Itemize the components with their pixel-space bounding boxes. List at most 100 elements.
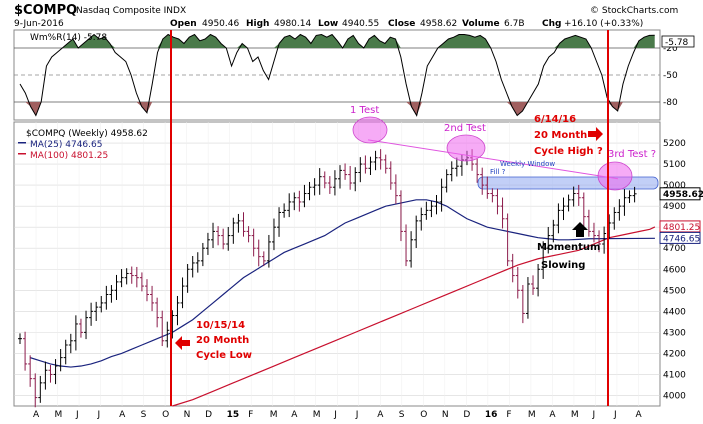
chg-value: +16.10 (+0.33%): [564, 19, 643, 29]
willr-line: [19, 33, 655, 117]
willr-value-badge-bg: [661, 35, 695, 48]
resistance-trendline: [367, 139, 619, 180]
price-tick-label: 4400: [663, 307, 686, 317]
test3-label: 3rd Test ?: [608, 149, 656, 160]
time-tick-label: A: [377, 410, 384, 420]
cycle-high-l2: Cycle High ?: [534, 146, 603, 157]
willr-oversold-fill: [20, 102, 655, 116]
price-tick-label: 4500: [663, 286, 686, 296]
price-axis: 4000410042004300440045004600470048004900…: [663, 139, 686, 401]
close-value: 4958.62: [420, 19, 457, 29]
ma100-badge: 4801.25: [663, 223, 700, 233]
volume-label: Volume: [462, 19, 500, 29]
cycle-high-arrow: [588, 127, 603, 141]
price-tick-label: 4100: [663, 370, 686, 380]
cycle-low-arrow: [175, 336, 190, 350]
cycle-low-l1: 20 Month: [196, 335, 249, 346]
time-tick-label: J: [333, 410, 337, 420]
ma25-line-group: [29, 199, 655, 368]
price-legend: $COMPQ (Weekly) 4958.62: [26, 129, 148, 139]
time-tick-label: 16: [485, 410, 498, 420]
cycle-low-date: 10/15/14: [196, 320, 245, 331]
time-tick-label: M: [270, 410, 278, 420]
price-tick-label: 5000: [663, 181, 686, 191]
ma100-line-group: [172, 226, 656, 407]
weekly-window-label: Weekly Window: [500, 160, 555, 168]
willr-tick-label: -50: [663, 71, 678, 81]
time-tick-label: 15: [227, 410, 240, 420]
ma100-line: [172, 226, 656, 407]
ma25-legend: MA(25) 4746.65: [30, 140, 102, 150]
watermark: © StockCharts.com: [590, 6, 678, 16]
willr-series: [14, 33, 660, 117]
ma25-badge-bg: [659, 231, 701, 244]
high-value: 4980.14: [274, 19, 311, 29]
close-badge-bg: [659, 187, 701, 201]
willr-tick-label: -20: [663, 44, 678, 54]
price-tick-label: 4300: [663, 328, 686, 338]
time-tick-label: D: [463, 410, 470, 420]
time-tick-label: A: [119, 410, 126, 420]
low-value: 4940.55: [342, 19, 379, 29]
momentum-arrow: [572, 222, 588, 237]
cycle-high-l1: 20 Month: [534, 130, 587, 141]
time-tick-label: A: [549, 410, 556, 420]
time-tick-label: J: [355, 410, 359, 420]
ma25-line: [29, 199, 655, 368]
test-circle-2: [446, 134, 486, 162]
willr-legend: Wm%R(14) -5.78: [30, 33, 107, 43]
test2-label: 2nd Test: [444, 123, 486, 134]
time-tick-label: S: [141, 410, 147, 420]
ma25-swatch: [18, 142, 26, 144]
open-value: 4950.46: [202, 19, 239, 29]
open-label: Open: [170, 19, 197, 29]
close-label: Close: [388, 19, 415, 29]
volume-value: 6.7B: [504, 19, 525, 29]
ma100-legend: MA(100) 4801.25: [30, 151, 108, 161]
price-tick-label: 4700: [663, 244, 686, 254]
time-tick-label: F: [506, 410, 511, 420]
time-tick-label: O: [420, 410, 427, 420]
test-circle-1: [352, 116, 388, 144]
time-tick-label: M: [528, 410, 536, 420]
cycle-low-l2: Cycle Low: [196, 350, 252, 361]
price-tick-label: 5200: [663, 139, 686, 149]
willr-value-badge: -5.78: [665, 38, 689, 48]
time-tick-label: M: [55, 410, 63, 420]
symbol-name: Nasdaq Composite INDX: [76, 6, 186, 16]
ma25-badge: 4746.65: [663, 234, 700, 244]
price-tick-label: 4000: [663, 391, 686, 401]
time-tick-label: J: [591, 410, 595, 420]
ma100-swatch: [18, 153, 26, 155]
price-bars: [18, 149, 637, 408]
time-tick-label: N: [442, 410, 449, 420]
price-tick-label: 5100: [663, 160, 686, 170]
time-tick-label: N: [184, 410, 191, 420]
cycle-high-date: 6/14/16: [534, 114, 576, 125]
test1-label: 1 Test: [350, 105, 379, 116]
time-tick-label: A: [635, 410, 642, 420]
momentum-l2: Slowing: [541, 260, 585, 271]
willr-axis: -20 -50 -80: [663, 44, 678, 108]
header-date: 9-Jun-2016: [14, 19, 64, 29]
momentum-l1: Momentum: [537, 242, 600, 253]
time-tick-label: J: [613, 410, 617, 420]
symbol-title: $COMPQ: [14, 3, 77, 18]
test-circle-3: [597, 161, 633, 191]
time-tick-label: J: [97, 410, 101, 420]
time-tick-label: S: [399, 410, 405, 420]
low-label: Low: [318, 19, 338, 29]
time-tick-label: D: [205, 410, 212, 420]
time-tick-label: M: [571, 410, 579, 420]
price-tick-label: 4900: [663, 202, 686, 212]
fill-label: Fill ?: [490, 168, 506, 176]
time-tick-label: F: [248, 410, 253, 420]
time-tick-label: O: [162, 410, 169, 420]
time-tick-label: A: [33, 410, 40, 420]
willr-tick-label: -80: [663, 98, 678, 108]
time-tick-label: A: [291, 410, 298, 420]
price-tick-label: 4200: [663, 349, 686, 359]
close-badge: 4958.62: [663, 190, 703, 200]
price-tick-label: 4600: [663, 265, 686, 275]
